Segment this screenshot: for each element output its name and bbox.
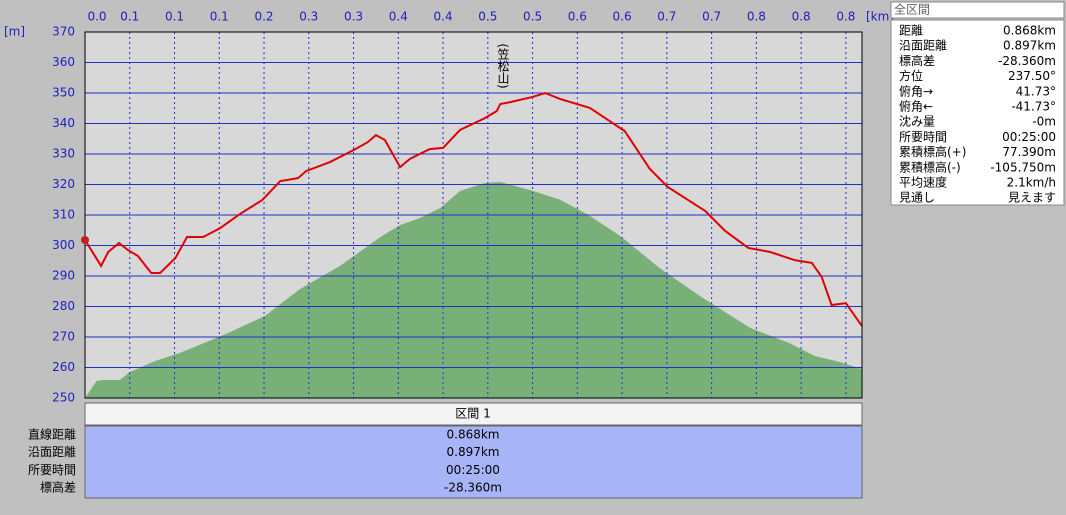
x-tick-label: 0.1 [165, 10, 184, 24]
y-tick-label: 290 [52, 269, 75, 283]
section-value: 00:25:00 [446, 463, 500, 477]
summary-value: 0.897km [1003, 39, 1056, 53]
summary-rows: 距離 0.868km 沿面距離 0.897km 標高差 -28.360m 方位 237.50°… [899, 24, 1056, 205]
y-tick-label: 370 [52, 25, 75, 39]
summary-label: 沈み量 [899, 114, 935, 129]
summary-label: 累積標高(+) [899, 144, 966, 159]
x-tick-label: 0.7 [702, 10, 721, 24]
summary-title-box [890, 1, 1065, 19]
summary-label: 平均速度 [899, 175, 947, 190]
x-tick-label: 0.6 [613, 10, 632, 24]
section-value: -28.360m [444, 481, 502, 495]
x-tick-label: 0.8 [836, 10, 855, 24]
plot-frame [84, 31, 863, 399]
y-tick-label: 310 [52, 208, 75, 222]
section-label: 標高差 [40, 480, 76, 495]
x-tick-label: 0.4 [389, 10, 408, 24]
x-tick-label: 0.4 [434, 10, 453, 24]
summary-label: 累積標高(-) [899, 159, 961, 174]
summary-value: 00:25:00 [1002, 130, 1056, 144]
section-label: 直線距離 [28, 427, 76, 442]
section-value: 0.868km [447, 428, 500, 442]
summary-value: -105.750m [990, 160, 1056, 174]
summary-label: 方位 [899, 68, 923, 83]
x-tick-label: 0.5 [523, 10, 542, 24]
y-tick-label: 330 [52, 147, 75, 161]
terrain-area [85, 182, 862, 398]
summary-value: 41.73° [1016, 84, 1056, 98]
x-tick-label: 0.1 [120, 10, 139, 24]
y-tick-label: 280 [52, 299, 75, 313]
summary-value: -41.73° [1011, 100, 1056, 114]
x-tick-label: 0.0 [87, 10, 106, 24]
section-label: 所要時間 [28, 463, 76, 477]
x-tick-label: 0.5 [478, 10, 497, 24]
summary-value: -0m [1032, 115, 1056, 129]
x-tick-label: 0.1 [210, 10, 229, 24]
y-tick-label: 260 [52, 360, 75, 374]
summary-title: 全区間 [894, 2, 930, 17]
summary-value: 0.868km [1003, 24, 1056, 38]
y-tick-label: 320 [52, 177, 75, 191]
section-rows: 直線距離 0.868km 沿面距離 0.897km 所要時間 00:25:00 標高差 -28… [28, 427, 502, 495]
elevation-line [84, 91, 863, 327]
summary-label: 所要時間 [899, 130, 947, 144]
y-tick-label: 270 [52, 330, 75, 344]
section-header-box [84, 402, 863, 426]
y-tick-label: 340 [52, 116, 75, 130]
summary-box [890, 19, 1065, 206]
summary-label: 俯角← [899, 99, 933, 114]
x-tick-label: 0.7 [657, 10, 676, 24]
start-marker [81, 236, 89, 244]
y-tick-label: 360 [52, 55, 75, 69]
summary-label: 沿面距離 [899, 39, 947, 53]
summary-label: 標高差 [899, 53, 935, 68]
summary-value: -28.360m [998, 54, 1056, 68]
y-axis-label: [m] [4, 25, 25, 39]
summary-value: 237.50° [1008, 69, 1056, 83]
peak-annotation: (笠松山) [496, 43, 510, 88]
summary-value: 見えます [1008, 191, 1056, 205]
x-tick-label: 0.8 [792, 10, 811, 24]
x-tick-label: 0.3 [299, 10, 318, 24]
summary-label: 距離 [899, 24, 923, 38]
section-label: 沿面距離 [28, 445, 76, 459]
x-tick-label: 0.6 [568, 10, 587, 24]
plot [84, 31, 863, 399]
summary-value: 77.390m [1002, 145, 1056, 159]
section-values-box [84, 425, 863, 499]
x-tick-label: 0.8 [747, 10, 766, 24]
x-axis-label: [km] [866, 10, 894, 24]
y-tick-label: 300 [52, 238, 75, 252]
summary-label: 俯角→ [899, 83, 933, 98]
section-value: 0.897km [447, 445, 500, 459]
x-tick-label: 0.3 [344, 10, 363, 24]
summary-value: 2.1km/h [1007, 176, 1056, 190]
x-tick-label: 0.2 [254, 10, 273, 24]
section-header: 区間 1 [455, 407, 490, 421]
y-tick-label: 250 [52, 391, 75, 405]
summary-label: 見通し [899, 191, 935, 205]
y-tick-label: 350 [52, 86, 75, 100]
